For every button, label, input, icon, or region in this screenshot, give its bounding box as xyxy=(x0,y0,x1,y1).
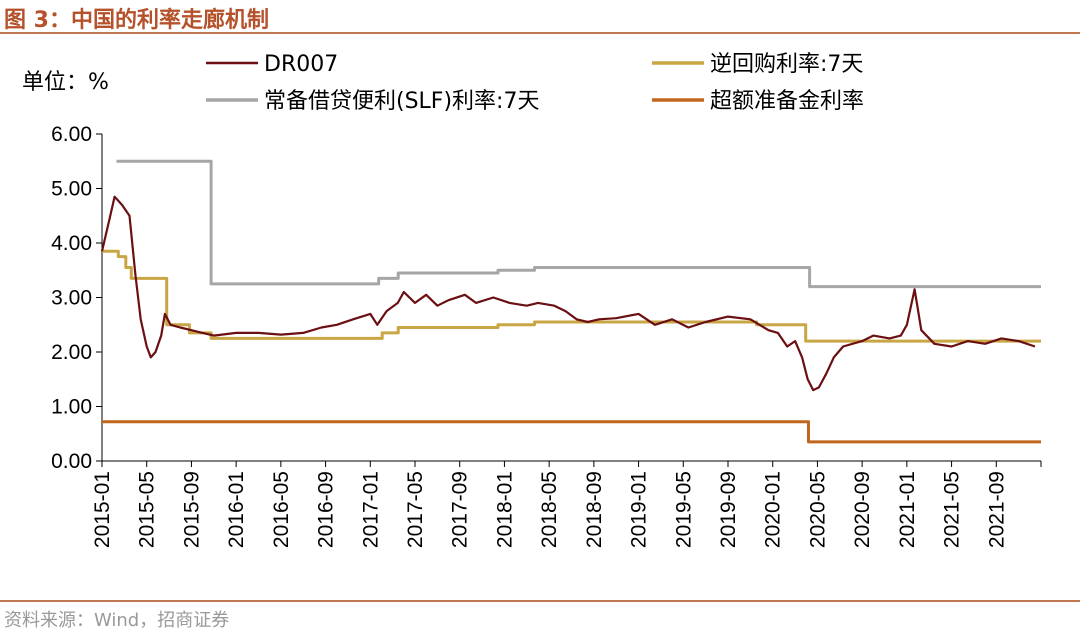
x-tick-label: 2021-05 xyxy=(941,471,964,548)
source-note: 资料来源：Wind，招商证券 xyxy=(4,610,230,631)
unit-label: 单位：% xyxy=(22,70,109,95)
x-tick-label: 2021-09 xyxy=(985,471,1008,548)
x-tick-label: 2015-05 xyxy=(136,471,159,548)
series-line-DR007 xyxy=(100,195,1036,392)
series-lines xyxy=(100,159,1041,444)
y-tick-label: 0.00 xyxy=(51,450,92,473)
x-tick-label: 2020-01 xyxy=(762,471,785,548)
x-tick-label: 2015-09 xyxy=(180,471,203,548)
top-rule xyxy=(0,32,1080,34)
legend-label-DR007: DR007 xyxy=(264,52,338,77)
x-tick-label: 2017-09 xyxy=(449,471,472,548)
x-tick-label: 2019-05 xyxy=(672,471,695,548)
x-tick-label: 2018-05 xyxy=(538,471,561,548)
x-tick-label: 2019-01 xyxy=(628,471,651,548)
x-tick-label: 2017-01 xyxy=(359,471,382,548)
y-tick-label: 5.00 xyxy=(51,178,92,201)
y-tick-label: 1.00 xyxy=(51,396,92,419)
series-line-reverse_repo xyxy=(102,249,1041,343)
y-tick-label: 2.00 xyxy=(51,341,92,364)
legend-label-slf: 常备借贷便利(SLF)利率:7天 xyxy=(264,89,539,114)
rate-corridor-chart: 单位：% DR007 常备借贷便利(SLF)利率:7天 逆回购利率:7天超额准备金利… xyxy=(22,52,1042,548)
x-tick-label: 2016-01 xyxy=(225,471,248,548)
x-tick-label: 2018-09 xyxy=(583,471,606,548)
x-tick-label: 2017-05 xyxy=(404,471,427,548)
y-tick-label: 6.00 xyxy=(51,123,92,146)
x-tick-label: 2018-01 xyxy=(493,471,516,548)
x-tick-label: 2021-01 xyxy=(896,471,919,548)
figure-title: 图 3：中国的利率走廊机制 xyxy=(4,8,269,33)
x-tick-label: 2016-09 xyxy=(315,471,338,548)
y-tick-label: 4.00 xyxy=(51,232,92,255)
x-axis: 2015-01 2015-05 2015-09 2016-01 2016-05 2016-… xyxy=(91,460,1042,548)
x-tick-label: 2016-05 xyxy=(270,471,293,548)
x-tick-label: 2015-01 xyxy=(91,471,114,548)
x-tick-label: 2019-09 xyxy=(717,471,740,548)
legend-label-excess_reserve: 超额准备金利率 xyxy=(710,89,864,114)
y-axis: 0.00 1.00 2.00 3.00 4.00 5.00 6.00 xyxy=(51,123,103,473)
x-tick-label: 2020-05 xyxy=(806,471,829,548)
series-line-excess_reserve xyxy=(102,420,1041,444)
y-tick-label: 3.00 xyxy=(51,287,92,310)
legend-label-reverse_repo: 逆回购利率:7天 xyxy=(710,52,863,77)
series-line-slf xyxy=(116,159,1041,289)
x-tick-label: 2020-09 xyxy=(851,471,874,548)
bottom-rule xyxy=(0,600,1080,602)
